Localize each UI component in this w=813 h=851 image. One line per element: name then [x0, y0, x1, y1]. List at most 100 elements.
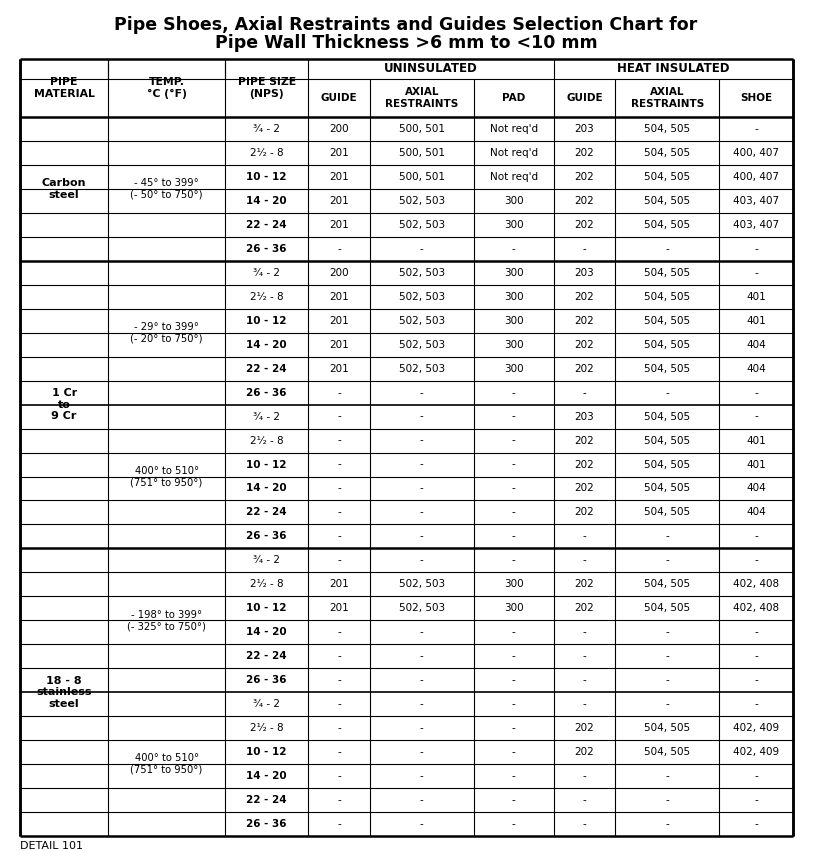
Text: 22 - 24: 22 - 24 [246, 507, 287, 517]
Text: -: - [337, 531, 341, 541]
Text: 14 - 20: 14 - 20 [246, 771, 287, 781]
Text: -: - [337, 387, 341, 397]
Text: 202: 202 [575, 148, 594, 158]
Text: 202: 202 [575, 220, 594, 230]
Text: ³⁄₄ - 2: ³⁄₄ - 2 [253, 700, 280, 709]
Text: 504, 505: 504, 505 [644, 363, 690, 374]
Text: 502, 503: 502, 503 [398, 196, 445, 206]
Text: 504, 505: 504, 505 [644, 220, 690, 230]
Text: -: - [337, 556, 341, 565]
Text: -: - [583, 700, 586, 709]
Text: -: - [754, 819, 758, 829]
Text: 504, 505: 504, 505 [644, 723, 690, 734]
Text: -: - [420, 723, 424, 734]
Text: -: - [420, 387, 424, 397]
Text: 14 - 20: 14 - 20 [246, 627, 287, 637]
Text: 504, 505: 504, 505 [644, 124, 690, 134]
Text: 22 - 24: 22 - 24 [246, 220, 287, 230]
Text: -: - [754, 556, 758, 565]
Text: 201: 201 [329, 363, 349, 374]
Text: Not req'd: Not req'd [489, 172, 538, 182]
Text: -: - [512, 819, 515, 829]
Text: -: - [337, 412, 341, 421]
Text: -: - [665, 627, 669, 637]
Text: -: - [337, 507, 341, 517]
Text: -: - [754, 675, 758, 685]
Text: -: - [754, 412, 758, 421]
Text: -: - [512, 795, 515, 805]
Text: 202: 202 [575, 316, 594, 326]
Text: 504, 505: 504, 505 [644, 412, 690, 421]
Text: -: - [583, 675, 586, 685]
Text: 402, 409: 402, 409 [733, 747, 779, 757]
Text: 201: 201 [329, 292, 349, 302]
Text: 22 - 24: 22 - 24 [246, 795, 287, 805]
Text: 2¹⁄₂ - 8: 2¹⁄₂ - 8 [250, 723, 284, 734]
Text: 203: 203 [575, 124, 594, 134]
Text: PAD: PAD [502, 93, 525, 103]
Text: 400, 407: 400, 407 [733, 148, 779, 158]
Text: -: - [512, 483, 515, 494]
Text: -: - [337, 436, 341, 446]
Text: 504, 505: 504, 505 [644, 436, 690, 446]
Text: 504, 505: 504, 505 [644, 316, 690, 326]
Text: -: - [665, 819, 669, 829]
Text: -: - [583, 556, 586, 565]
Text: 500, 501: 500, 501 [399, 172, 445, 182]
Text: 504, 505: 504, 505 [644, 340, 690, 350]
Text: 400° to 510°
(751° to 950°): 400° to 510° (751° to 950°) [131, 465, 202, 488]
Text: -: - [583, 531, 586, 541]
Text: -: - [754, 531, 758, 541]
Text: 201: 201 [329, 196, 349, 206]
Text: -: - [665, 531, 669, 541]
Text: 202: 202 [575, 172, 594, 182]
Text: -: - [665, 244, 669, 254]
Text: GUIDE: GUIDE [566, 93, 602, 103]
Text: 403, 407: 403, 407 [733, 196, 779, 206]
Text: -: - [420, 627, 424, 637]
Text: 202: 202 [575, 603, 594, 614]
Text: 404: 404 [746, 340, 766, 350]
Text: 200: 200 [329, 268, 349, 277]
Text: -: - [512, 723, 515, 734]
Text: GUIDE: GUIDE [320, 93, 358, 103]
Text: -: - [337, 723, 341, 734]
Text: -: - [754, 387, 758, 397]
Text: 502, 503: 502, 503 [398, 268, 445, 277]
Text: -: - [583, 819, 586, 829]
Text: 504, 505: 504, 505 [644, 292, 690, 302]
Text: 500, 501: 500, 501 [399, 124, 445, 134]
Text: -: - [754, 124, 758, 134]
Text: 403, 407: 403, 407 [733, 220, 779, 230]
Text: 300: 300 [504, 316, 524, 326]
Text: -: - [512, 531, 515, 541]
Text: PIPE
MATERIAL: PIPE MATERIAL [33, 77, 94, 99]
Text: -: - [420, 700, 424, 709]
Text: -: - [754, 771, 758, 781]
Text: -: - [420, 507, 424, 517]
Text: -: - [420, 651, 424, 661]
Text: -: - [337, 483, 341, 494]
Text: 402, 408: 402, 408 [733, 603, 779, 614]
Text: -: - [512, 244, 515, 254]
Text: 404: 404 [746, 363, 766, 374]
Text: TEMP.
°C (°F): TEMP. °C (°F) [146, 77, 186, 99]
Text: -: - [665, 675, 669, 685]
Text: -: - [337, 700, 341, 709]
Text: -: - [754, 627, 758, 637]
Text: -: - [665, 651, 669, 661]
Text: 10 - 12: 10 - 12 [246, 316, 287, 326]
Text: 300: 300 [504, 363, 524, 374]
Text: 200: 200 [329, 124, 349, 134]
Text: -: - [420, 675, 424, 685]
Text: 504, 505: 504, 505 [644, 483, 690, 494]
Text: 26 - 36: 26 - 36 [246, 244, 287, 254]
Text: -: - [665, 556, 669, 565]
Text: 502, 503: 502, 503 [398, 363, 445, 374]
Text: PIPE SIZE
(NPS): PIPE SIZE (NPS) [237, 77, 296, 99]
Text: 504, 505: 504, 505 [644, 747, 690, 757]
Text: -: - [512, 627, 515, 637]
Text: ³⁄₄ - 2: ³⁄₄ - 2 [253, 268, 280, 277]
Text: 402, 408: 402, 408 [733, 580, 779, 590]
Text: -: - [337, 819, 341, 829]
